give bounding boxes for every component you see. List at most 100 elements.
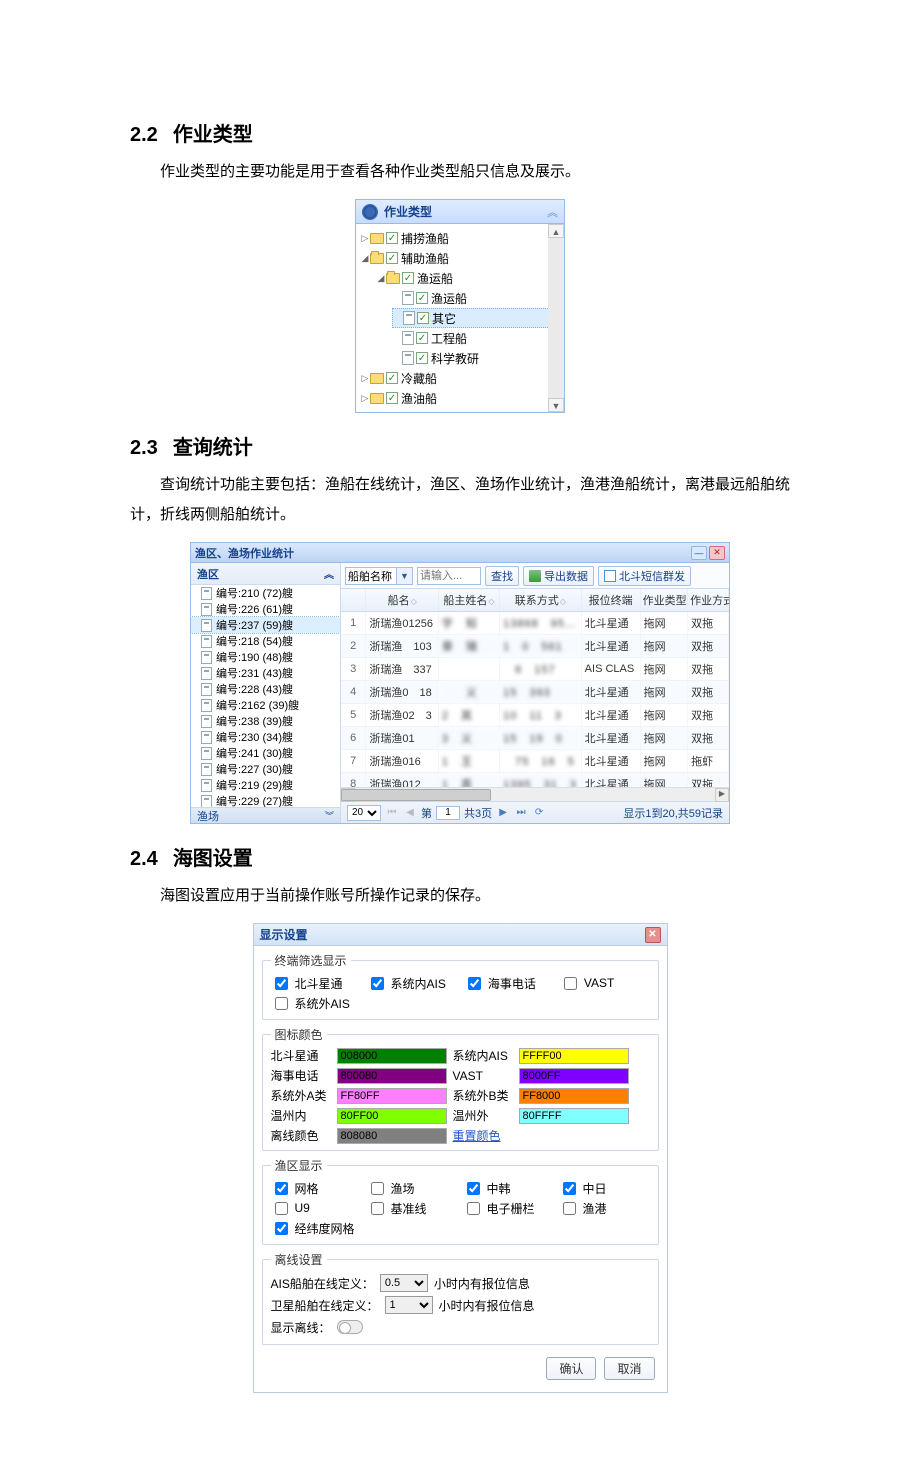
checkbox-option[interactable]: 系统内AIS — [367, 973, 446, 993]
checkbox[interactable] — [563, 1182, 576, 1195]
tree-node[interactable]: ✓其它 — [392, 308, 562, 328]
column-header[interactable]: 作业方式 — [688, 589, 729, 611]
checkbox[interactable]: ✓ — [386, 392, 398, 404]
column-header[interactable]: 联系方式◇ — [500, 589, 582, 611]
page-size-select[interactable]: 20 — [347, 805, 381, 821]
tree-node[interactable]: ✓渔运船 — [392, 288, 562, 308]
checkbox[interactable] — [467, 1182, 480, 1195]
minimize-icon[interactable]: — — [691, 546, 707, 560]
tree-node[interactable]: ▷✓渔油船 — [360, 388, 562, 408]
checkbox[interactable] — [371, 977, 384, 990]
color-swatch[interactable]: 8000FF — [519, 1068, 629, 1084]
checkbox[interactable] — [468, 977, 481, 990]
color-swatch[interactable]: 808080 — [337, 1128, 447, 1144]
table-row[interactable]: 3浙瑞渔 337 6 157AIS CLAS拖网双拖 — [341, 657, 729, 680]
column-header[interactable]: 船名◇ — [366, 589, 439, 611]
table-row[interactable]: 1浙瑞渔01256宇 知13868 9503北斗星通拖网双拖 — [341, 611, 729, 634]
reset-colors-link[interactable]: 重置颜色 — [453, 1127, 629, 1144]
tree-node[interactable]: ✓工程船 — [392, 328, 562, 348]
list-item[interactable]: 编号:230 (34)艘 — [191, 729, 340, 745]
expander-icon[interactable]: ◢ — [360, 253, 370, 264]
expander-icon[interactable]: ▷ — [360, 373, 370, 384]
page-input[interactable] — [436, 806, 460, 820]
expander-icon[interactable]: ◢ — [376, 273, 386, 284]
list-item[interactable]: 编号:2162 (39)艘 — [191, 697, 340, 713]
checkbox-option[interactable]: 中日 — [559, 1178, 637, 1198]
checkbox[interactable]: ✓ — [416, 332, 428, 344]
checkbox-option[interactable]: 渔港 — [559, 1198, 637, 1218]
color-swatch[interactable]: 008000 — [337, 1048, 447, 1064]
column-header[interactable] — [341, 589, 366, 611]
list-item[interactable]: 编号:190 (48)艘 — [191, 649, 340, 665]
checkbox[interactable]: ✓ — [386, 252, 398, 264]
tree-node[interactable]: ◢✓辅助渔船 — [360, 248, 562, 268]
list-item[interactable]: 编号:229 (27)艘 — [191, 793, 340, 807]
field-combo[interactable]: ▼ — [345, 567, 413, 585]
scroll-right-icon[interactable]: ▶ — [715, 788, 729, 802]
checkbox-option[interactable]: VAST — [560, 973, 638, 993]
checkbox[interactable] — [275, 1182, 288, 1195]
table-row[interactable]: 8浙瑞渔0121 真1395 31 3北斗星通拖网双拖 — [341, 772, 729, 787]
side-footer[interactable]: 渔场 ︾ — [191, 807, 340, 823]
list-item[interactable]: 编号:226 (61)艘 — [191, 601, 340, 617]
first-page-icon[interactable]: ⏮ — [385, 806, 399, 820]
chevron-up-icon[interactable]: ︽ — [324, 566, 334, 581]
scroll-thumb[interactable] — [341, 789, 491, 801]
scroll-down-icon[interactable]: ▼ — [548, 398, 564, 412]
checkbox[interactable] — [275, 977, 288, 990]
checkbox-option[interactable]: 基准线 — [367, 1198, 445, 1218]
list-item[interactable]: 编号:238 (39)艘 — [191, 713, 340, 729]
ais-select[interactable]: 0.5 — [380, 1274, 428, 1292]
cancel-button[interactable]: 取消 — [604, 1357, 654, 1380]
expander-icon[interactable]: ▷ — [360, 393, 370, 404]
color-swatch[interactable]: 80FFFF — [519, 1108, 629, 1124]
checkbox-option[interactable]: 电子栅栏 — [463, 1198, 541, 1218]
table-row[interactable]: 4浙瑞渔0 18 义15 393北斗星通拖网双拖 — [341, 680, 729, 703]
chevron-down-icon[interactable]: ︾ — [325, 809, 334, 822]
tree-node[interactable]: ▷✓冷藏船 — [360, 368, 562, 388]
list-item[interactable]: 编号:231 (43)艘 — [191, 665, 340, 681]
list-item[interactable]: 编号:218 (54)艘 — [191, 633, 340, 649]
checkbox-option[interactable]: 北斗星通 — [271, 973, 349, 993]
table-row[interactable]: 5浙瑞渔02 32 其10 11 3北斗星通拖网双拖 — [341, 703, 729, 726]
job-type-panel-header[interactable]: 作业类型 ︽ — [356, 200, 564, 224]
list-item[interactable]: 编号:241 (30)艘 — [191, 745, 340, 761]
column-header[interactable]: 报位终端 — [581, 589, 640, 611]
list-item[interactable]: 编号:227 (30)艘 — [191, 761, 340, 777]
scroll-track[interactable] — [548, 238, 564, 398]
ok-button[interactable]: 确认 — [546, 1357, 596, 1380]
checkbox[interactable]: ✓ — [402, 272, 414, 284]
tree-node[interactable]: ◢✓渔运船 — [376, 268, 562, 288]
checkbox[interactable] — [564, 977, 577, 990]
table-row[interactable]: 7浙瑞渔0161 王 75 16 5北斗星通拖网拖虾 — [341, 749, 729, 772]
column-header[interactable]: 船主姓名◇ — [438, 589, 499, 611]
hscrollbar[interactable]: ◀ ▶ — [341, 787, 729, 801]
checkbox[interactable] — [563, 1202, 576, 1215]
checkbox-option[interactable]: 系统外AIS — [271, 993, 350, 1013]
checkbox[interactable] — [371, 1202, 384, 1215]
color-swatch[interactable]: FFFF00 — [519, 1048, 629, 1064]
checkbox-option[interactable]: 中韩 — [463, 1178, 541, 1198]
checkbox[interactable]: ✓ — [416, 292, 428, 304]
checkbox-option[interactable]: 渔场 — [367, 1178, 445, 1198]
scrollbar[interactable]: ▲ ▼ — [548, 224, 564, 412]
checkbox[interactable]: ✓ — [417, 312, 429, 324]
collapse-icon[interactable]: ︽ — [547, 204, 558, 220]
next-page-icon[interactable]: ▶ — [496, 806, 510, 820]
color-swatch[interactable]: FF8000 — [519, 1088, 629, 1104]
tree-node[interactable]: ✓科学教研 — [392, 348, 562, 368]
close-icon[interactable]: ✕ — [645, 927, 661, 943]
sms-button[interactable]: 北斗短信群发 — [598, 566, 691, 586]
prev-page-icon[interactable]: ◀ — [403, 806, 417, 820]
checkbox[interactable] — [275, 1222, 288, 1235]
close-icon[interactable]: ✕ — [709, 546, 725, 560]
checkbox[interactable] — [275, 997, 288, 1010]
chevron-down-icon[interactable]: ▼ — [397, 567, 413, 585]
list-item[interactable]: 编号:228 (43)艘 — [191, 681, 340, 697]
checkbox[interactable] — [371, 1182, 384, 1195]
find-button[interactable]: 查找 — [485, 566, 519, 586]
expander-icon[interactable]: ▷ — [360, 233, 370, 244]
last-page-icon[interactable]: ⏭ — [514, 806, 528, 820]
list-item[interactable]: 编号:237 (59)艘 — [191, 617, 340, 633]
scroll-up-icon[interactable]: ▲ — [548, 224, 564, 238]
